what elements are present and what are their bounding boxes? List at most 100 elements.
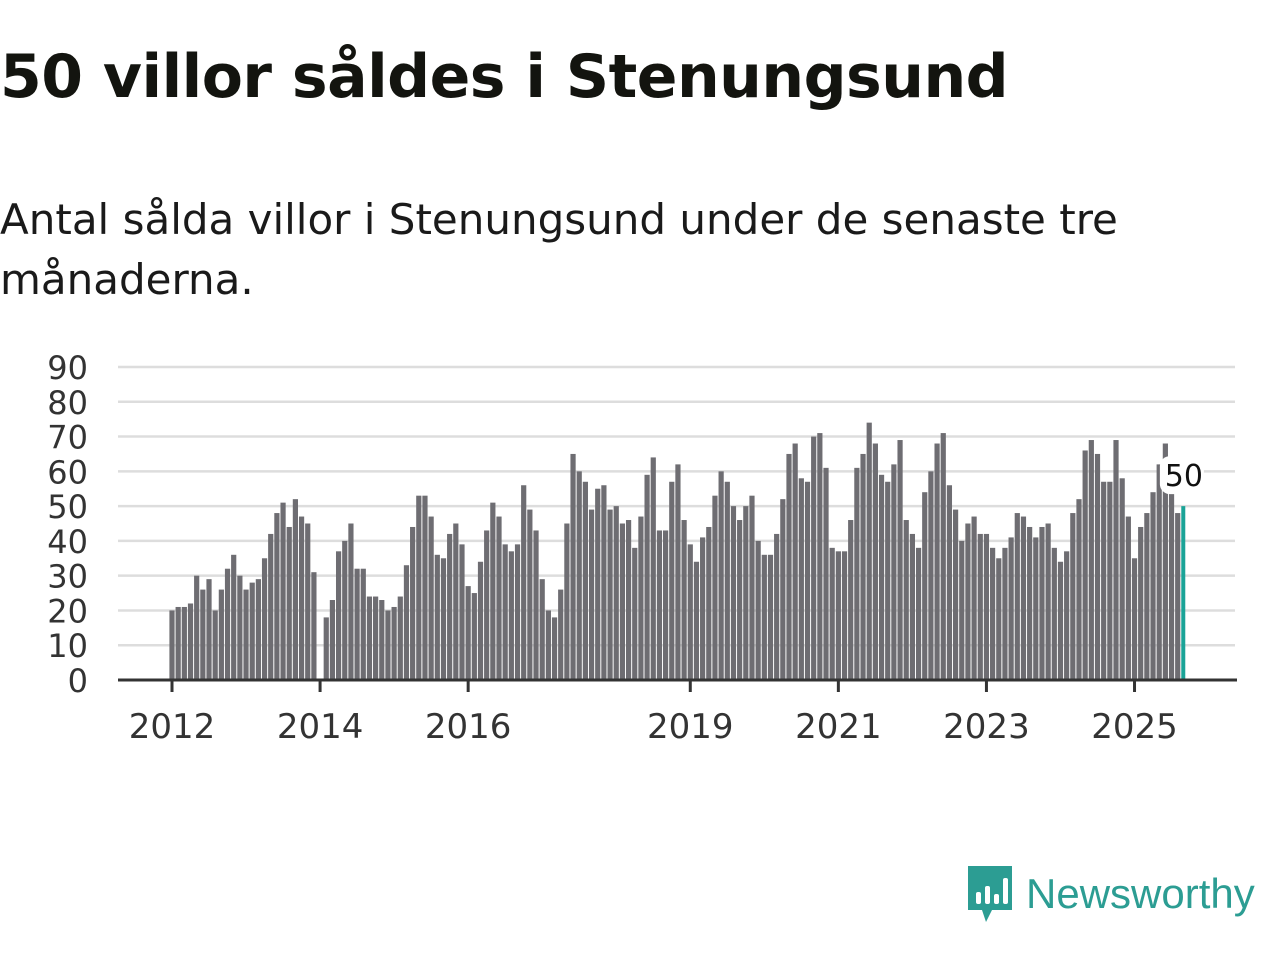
bar bbox=[712, 495, 718, 680]
bar bbox=[1131, 558, 1138, 680]
bar bbox=[527, 509, 533, 680]
bar bbox=[625, 520, 632, 680]
bar bbox=[952, 509, 959, 680]
bar bbox=[416, 495, 422, 680]
chart-subtitle: Antal sålda villor i Stenungsund under d… bbox=[0, 195, 1118, 304]
bar bbox=[706, 526, 712, 680]
bars bbox=[169, 422, 1186, 680]
bar bbox=[1064, 551, 1070, 680]
bar bbox=[693, 561, 700, 680]
bar bbox=[841, 551, 848, 680]
brand-name: Newsworthy bbox=[1026, 870, 1255, 917]
bar bbox=[1113, 440, 1119, 680]
bar bbox=[502, 544, 508, 680]
bar bbox=[366, 596, 373, 680]
bar bbox=[261, 558, 268, 680]
bar bbox=[496, 516, 502, 680]
bar bbox=[1070, 513, 1076, 680]
bar bbox=[440, 558, 447, 680]
bar bbox=[1125, 516, 1131, 680]
bar bbox=[231, 554, 237, 680]
bar bbox=[570, 453, 576, 680]
bar bbox=[971, 516, 977, 680]
bar bbox=[249, 582, 255, 680]
bar bbox=[940, 433, 946, 680]
newsworthy-logo-icon bbox=[968, 866, 1012, 922]
bar bbox=[255, 579, 261, 680]
bar bbox=[903, 520, 909, 680]
bar bbox=[823, 467, 829, 680]
bar bbox=[854, 467, 860, 680]
bar bbox=[379, 600, 385, 680]
bar bbox=[638, 516, 644, 680]
bar bbox=[422, 495, 428, 680]
y-tick-label: 60 bbox=[47, 453, 88, 491]
bar bbox=[1014, 513, 1020, 680]
bar bbox=[860, 453, 866, 680]
bar bbox=[1119, 478, 1125, 680]
bar bbox=[749, 495, 755, 680]
bar bbox=[305, 523, 311, 680]
y-tick-label: 80 bbox=[47, 384, 88, 422]
bar bbox=[354, 568, 360, 680]
bar bbox=[181, 606, 187, 680]
bar bbox=[897, 440, 903, 680]
bar bbox=[533, 530, 539, 680]
bar bbox=[755, 540, 761, 680]
bar bbox=[761, 554, 767, 680]
bar bbox=[644, 474, 650, 680]
annotation: 50 bbox=[1159, 456, 1204, 495]
bar bbox=[1144, 513, 1150, 680]
bar bbox=[1162, 443, 1168, 680]
y-tick-label: 0 bbox=[68, 662, 88, 700]
bar bbox=[835, 551, 841, 680]
bar bbox=[891, 464, 897, 680]
bar bbox=[681, 520, 687, 680]
bar bbox=[391, 606, 397, 680]
bar bbox=[465, 586, 471, 680]
bar bbox=[983, 533, 990, 680]
bar bbox=[817, 433, 823, 680]
bar bbox=[1027, 526, 1033, 680]
bar bbox=[866, 422, 872, 680]
bar bbox=[613, 506, 619, 680]
bar bbox=[280, 502, 286, 680]
bar bbox=[558, 589, 564, 680]
bar bbox=[410, 526, 416, 680]
newsworthy-logo: Newsworthy bbox=[964, 864, 1255, 924]
bar bbox=[403, 565, 410, 680]
annotation-label: 50 bbox=[1165, 459, 1203, 494]
bar bbox=[1045, 523, 1051, 680]
bar bbox=[477, 561, 484, 680]
bar bbox=[237, 575, 243, 680]
bar bbox=[737, 520, 743, 680]
bar bbox=[385, 610, 391, 680]
bar bbox=[212, 610, 218, 680]
bar bbox=[490, 502, 496, 680]
bar bbox=[1033, 537, 1039, 680]
bar bbox=[669, 481, 675, 680]
bar bbox=[576, 471, 582, 680]
bar bbox=[767, 554, 774, 680]
bar bbox=[724, 481, 730, 680]
bar bbox=[885, 481, 891, 680]
bar bbox=[1107, 481, 1113, 680]
bar bbox=[607, 509, 613, 680]
bar bbox=[965, 523, 971, 680]
bar bbox=[1002, 547, 1008, 680]
bar bbox=[335, 551, 342, 680]
bar-highlight bbox=[1181, 506, 1186, 680]
bar bbox=[909, 533, 915, 680]
bar bbox=[1150, 492, 1156, 680]
x-axis: 2012 2014 2016 2019 2021 2023 2025 bbox=[118, 678, 1237, 747]
bar bbox=[663, 530, 669, 680]
bar bbox=[946, 485, 953, 680]
bar bbox=[1088, 440, 1094, 680]
bar bbox=[959, 540, 965, 680]
bar bbox=[484, 530, 490, 680]
bar bbox=[582, 481, 588, 680]
bar bbox=[1094, 453, 1101, 680]
bar bbox=[187, 603, 194, 680]
